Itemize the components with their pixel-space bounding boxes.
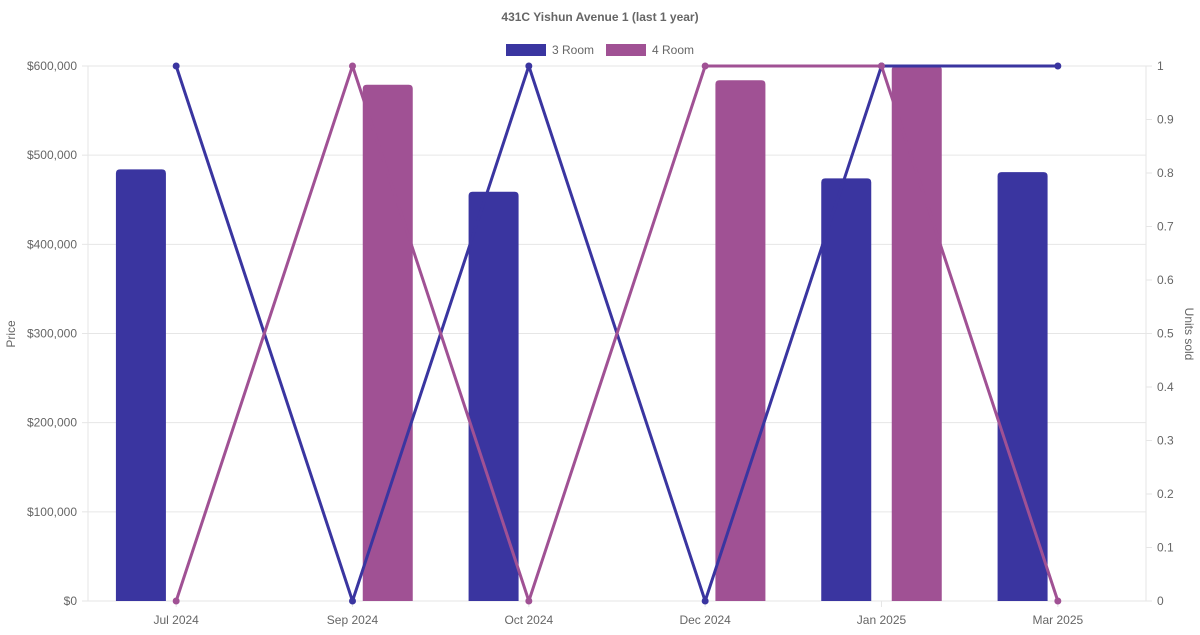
y-right-tick-label: 0.9 xyxy=(1157,113,1174,127)
bar-3-room[interactable] xyxy=(468,191,519,601)
legend-label-4-room: 4 Room xyxy=(652,43,694,57)
point-3-room[interactable] xyxy=(1054,62,1062,70)
point-4-room[interactable] xyxy=(878,62,885,70)
x-axis: Jul 2024 Sep 2024 Oct 2024 Dec 2024 Jan 2025… xyxy=(153,613,1083,627)
y-left-tick-label: $600,000 xyxy=(27,59,77,73)
y-right-tick-label: 0.3 xyxy=(1157,434,1174,448)
y-right-tick-label: 0.6 xyxy=(1157,273,1174,287)
bar-4-room[interactable] xyxy=(891,66,942,601)
y-right-tick-label: 0.4 xyxy=(1157,380,1174,394)
point-3-room[interactable] xyxy=(349,597,356,605)
x-tick-label: Jan 2025 xyxy=(857,613,907,627)
x-tick-label: Mar 2025 xyxy=(1032,613,1083,627)
point-4-room[interactable] xyxy=(525,597,533,605)
legend[interactable]: 3 Room 4 Room xyxy=(506,43,694,57)
point-3-room[interactable] xyxy=(701,597,709,605)
point-3-room[interactable] xyxy=(525,62,533,70)
x-tick-label: Jul 2024 xyxy=(153,613,199,627)
y-left-tick-label: $300,000 xyxy=(27,327,77,341)
point-4-room[interactable] xyxy=(1054,597,1062,605)
y-right-tick-label: 1 xyxy=(1157,59,1164,73)
point-4-room[interactable] xyxy=(172,597,180,605)
y-axis-left-label: Price xyxy=(4,320,18,348)
bar-3-room[interactable] xyxy=(997,172,1048,601)
y-right-tick-label: 0.5 xyxy=(1157,327,1174,341)
y-right-tick-label: 0.7 xyxy=(1157,220,1174,234)
legend-swatch-3-room xyxy=(506,44,546,56)
y-left-tick-label: $100,000 xyxy=(27,505,77,519)
bar-3-room[interactable] xyxy=(115,169,166,601)
y-left-tick-label: $500,000 xyxy=(27,148,77,162)
bar-series xyxy=(115,66,1048,602)
legend-label-3-room: 3 Room xyxy=(552,43,594,57)
y-left-tick-label: $400,000 xyxy=(27,237,77,251)
y-right-tick-label: 0.1 xyxy=(1157,541,1174,555)
y-axis-left: $0 $100,000 $200,000 $300,000 $400,000 $500,0… xyxy=(27,59,77,608)
point-3-room[interactable] xyxy=(172,62,180,70)
bar-4-room[interactable] xyxy=(362,84,413,602)
chart-title: 431C Yishun Avenue 1 (last 1 year) xyxy=(501,10,698,24)
legend-item-4-room[interactable]: 4 Room xyxy=(606,43,694,57)
y-right-tick-label: 0.2 xyxy=(1157,487,1174,501)
y-axis-right-label: Units sold xyxy=(1182,308,1196,361)
y-axis-right: 0 0.1 0.2 0.3 0.4 0.5 0.6 0.7 0.8 0.9 1 xyxy=(1157,59,1174,608)
y-right-tick-label: 0 xyxy=(1157,594,1164,608)
line-4-room xyxy=(174,64,1060,603)
x-tick-label: Dec 2024 xyxy=(679,613,731,627)
y-left-tick-label: $200,000 xyxy=(27,416,77,430)
x-tick-label: Oct 2024 xyxy=(504,613,553,627)
legend-swatch-4-room xyxy=(606,44,646,56)
bar-3-room[interactable] xyxy=(821,178,872,601)
point-4-room[interactable] xyxy=(701,62,709,70)
legend-item-3-room[interactable]: 3 Room xyxy=(506,43,594,57)
line-series xyxy=(172,62,1062,605)
x-tick-label: Sep 2024 xyxy=(327,613,379,627)
bar-4-room[interactable] xyxy=(715,80,766,602)
point-4-room[interactable] xyxy=(349,62,356,70)
y-right-tick-label: 0.8 xyxy=(1157,166,1174,180)
y-left-tick-label: $0 xyxy=(64,594,78,608)
